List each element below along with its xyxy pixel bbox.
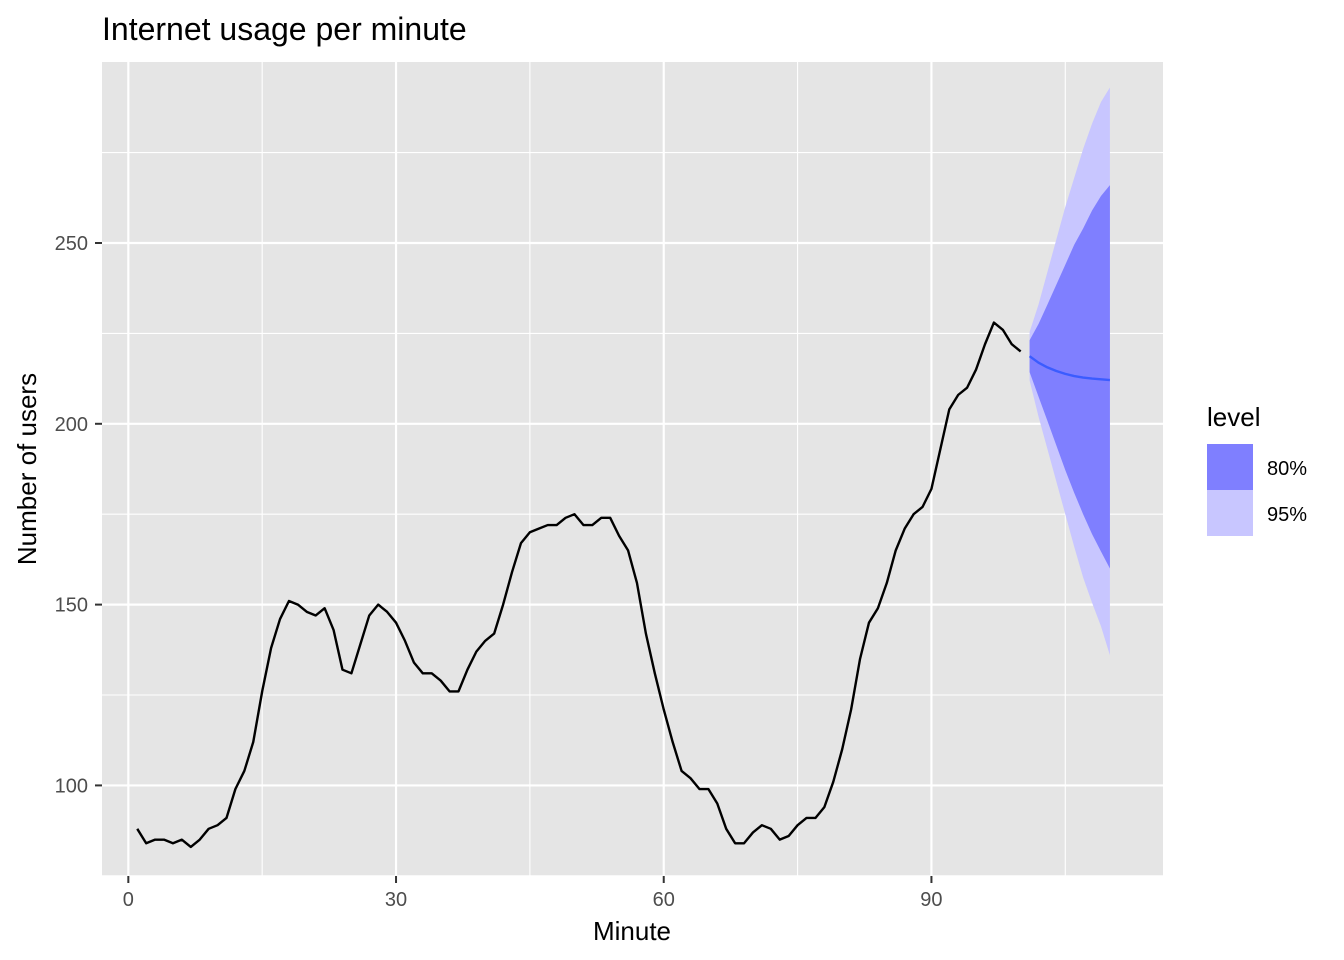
x-tick-label: 0 [123,889,134,911]
x-tick-label: 30 [385,889,407,911]
observed-line [136,321,1022,849]
y-tick-label: 150 [55,595,88,617]
legend-title: level [1207,402,1260,432]
band-80 [1029,185,1110,569]
legend-key-95 [1207,490,1253,536]
axis-ticks [95,241,933,883]
minor-gridlines [102,62,1163,877]
x-axis-title: Minute [593,916,671,946]
legend-key-80 [1207,444,1253,490]
y-tick-label: 250 [55,233,88,255]
series-lines [136,321,1111,849]
major-gridlines [102,62,1163,876]
axis-tick-labels: 0 30 60 90 100 150 200 250 [55,233,943,911]
plot-panel [102,62,1163,876]
y-axis-title: Number of users [12,373,42,565]
x-tick-label: 60 [653,889,675,911]
forecast-mean-line [1028,355,1111,382]
legend-label-80: 80% [1267,458,1307,480]
prediction-bands [1029,87,1110,656]
y-tick-label: 100 [55,775,88,797]
legend: level 80% 95% [1207,402,1307,536]
legend-label-95: 95% [1267,504,1307,526]
chart-title: Internet usage per minute [102,11,467,47]
y-tick-label: 200 [55,414,88,436]
x-tick-label: 90 [920,889,942,911]
